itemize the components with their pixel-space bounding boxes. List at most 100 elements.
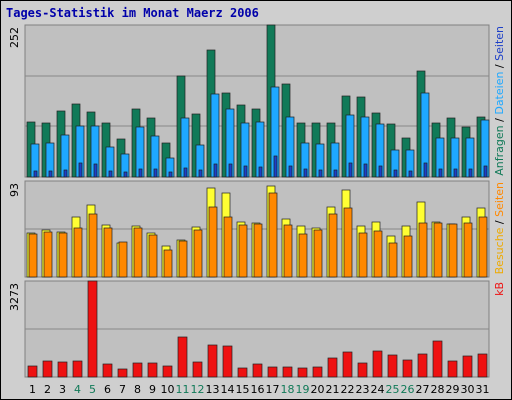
bar-seiten-day-30 bbox=[468, 168, 473, 178]
bar-seiten-day-15 bbox=[243, 165, 248, 178]
bar-kb-day-7 bbox=[117, 368, 128, 378]
bar-kb-day-25 bbox=[387, 354, 398, 378]
x-tick-label-20: 20 bbox=[311, 383, 325, 396]
legend-entry: / bbox=[493, 61, 506, 72]
bar-seiten-day-6 bbox=[108, 170, 113, 178]
y-max-label-middle: 93 bbox=[8, 183, 21, 197]
bar-kb-day-30 bbox=[462, 355, 473, 378]
bar-kb-day-8 bbox=[132, 362, 143, 378]
x-tick-label-31: 31 bbox=[476, 383, 490, 396]
bar-kb-day-17 bbox=[267, 366, 278, 378]
bar-kb-day-1 bbox=[27, 365, 38, 378]
x-tick-label-3: 3 bbox=[59, 383, 66, 396]
bar-seiten_orange-day-27 bbox=[418, 222, 428, 278]
bar-kb-day-5 bbox=[87, 280, 98, 378]
bar-seiten-day-14 bbox=[228, 163, 233, 178]
x-tick-label-26: 26 bbox=[401, 383, 415, 396]
bar-kb-day-2 bbox=[42, 360, 53, 378]
x-tick-label-8: 8 bbox=[134, 383, 141, 396]
x-tick-label-25: 25 bbox=[386, 383, 400, 396]
bar-seiten_orange-day-4 bbox=[73, 227, 83, 278]
bar-seiten_orange-day-24 bbox=[373, 230, 383, 278]
x-tick-label-28: 28 bbox=[431, 383, 445, 396]
bar-seiten-day-9 bbox=[153, 168, 158, 178]
bar-seiten_orange-day-11 bbox=[178, 240, 188, 278]
panel-top: 252 Anfragen / Dateien / Seiten bbox=[8, 24, 506, 178]
bar-seiten-day-19 bbox=[303, 168, 308, 178]
bar-seiten-day-31 bbox=[483, 165, 488, 178]
bar-seiten-day-21 bbox=[333, 169, 338, 178]
legend-bottom: kB bbox=[493, 282, 506, 296]
bar-kb-day-12 bbox=[192, 361, 203, 378]
bar-seiten-day-3 bbox=[63, 169, 68, 178]
series-dateien bbox=[30, 86, 490, 178]
legend-entry: Seiten bbox=[493, 26, 506, 61]
x-tick-label-22: 22 bbox=[341, 383, 355, 396]
x-tick-label-10: 10 bbox=[161, 383, 175, 396]
bar-kb-day-20 bbox=[312, 366, 323, 378]
bar-seiten_orange-day-17 bbox=[268, 192, 278, 278]
bar-kb-day-10 bbox=[162, 365, 173, 378]
bar-seiten_orange-day-15 bbox=[238, 224, 248, 278]
series-kb bbox=[27, 280, 488, 378]
bar-seiten-day-2 bbox=[48, 170, 53, 178]
bar-seiten-day-12 bbox=[198, 169, 203, 178]
bar-kb-day-26 bbox=[402, 359, 413, 378]
bar-seiten_orange-day-26 bbox=[403, 235, 413, 278]
bar-kb-day-3 bbox=[57, 361, 68, 378]
x-tick-label-4: 4 bbox=[74, 383, 81, 396]
bar-seiten-day-22 bbox=[348, 162, 353, 178]
bar-kb-day-23 bbox=[357, 362, 368, 378]
bar-seiten-day-5 bbox=[93, 163, 98, 178]
bar-seiten-day-4 bbox=[78, 162, 83, 178]
bar-seiten_orange-day-18 bbox=[283, 224, 293, 278]
bar-seiten_orange-day-16 bbox=[253, 223, 263, 278]
x-tick-label-16: 16 bbox=[251, 383, 265, 396]
bar-seiten-day-7 bbox=[123, 171, 128, 178]
panel-middle: 93 Besuche / Seiten bbox=[8, 180, 506, 278]
bar-kb-day-11 bbox=[177, 336, 188, 378]
bar-kb-day-21 bbox=[327, 357, 338, 378]
x-tick-label-23: 23 bbox=[356, 383, 370, 396]
bar-seiten_orange-day-14 bbox=[223, 216, 233, 278]
bar-kb-day-9 bbox=[147, 362, 158, 378]
bar-seiten_orange-day-22 bbox=[343, 207, 353, 278]
x-tick-label-27: 27 bbox=[416, 383, 430, 396]
x-tick-label-15: 15 bbox=[236, 383, 250, 396]
bar-seiten_orange-day-8 bbox=[133, 227, 143, 278]
bar-seiten-day-17 bbox=[273, 155, 278, 178]
bar-seiten-day-1 bbox=[33, 170, 38, 178]
x-tick-label-24: 24 bbox=[371, 383, 385, 396]
bar-seiten_orange-day-31 bbox=[478, 216, 488, 278]
bar-seiten-day-23 bbox=[363, 163, 368, 178]
bar-kb-day-31 bbox=[477, 353, 488, 378]
chart-panels: 252 Anfragen / Dateien / Seiten 93 Besuche … bbox=[8, 24, 506, 378]
chart-title: Tages-Statistik im Monat Maerz 2006 bbox=[6, 6, 259, 20]
bar-seiten-day-24 bbox=[378, 165, 383, 178]
bar-seiten_orange-day-19 bbox=[298, 233, 308, 278]
legend-entry: / bbox=[493, 217, 506, 228]
bar-seiten_orange-day-21 bbox=[328, 213, 338, 278]
bar-kb-day-18 bbox=[282, 366, 293, 378]
bar-seiten_orange-day-1 bbox=[28, 233, 38, 278]
bar-seiten-day-26 bbox=[408, 170, 413, 178]
bar-kb-day-16 bbox=[252, 363, 263, 378]
panel-bottom: 3273 kB bbox=[8, 280, 506, 378]
bar-kb-day-13 bbox=[207, 344, 218, 378]
x-tick-label-21: 21 bbox=[326, 383, 340, 396]
bar-seiten-day-13 bbox=[213, 163, 218, 178]
bar-seiten_orange-day-6 bbox=[103, 227, 113, 278]
x-tick-label-5: 5 bbox=[89, 383, 96, 396]
bar-seiten_orange-day-13 bbox=[208, 206, 218, 278]
bar-seiten-day-27 bbox=[423, 162, 428, 178]
x-tick-label-29: 29 bbox=[446, 383, 460, 396]
x-tick-label-13: 13 bbox=[206, 383, 220, 396]
bar-seiten-day-11 bbox=[183, 167, 188, 178]
bar-kb-day-29 bbox=[447, 360, 458, 378]
bar-seiten-day-18 bbox=[288, 165, 293, 178]
bar-seiten_orange-day-3 bbox=[58, 232, 68, 278]
bar-seiten_orange-day-12 bbox=[193, 229, 203, 278]
y-max-label-top: 252 bbox=[8, 27, 21, 48]
bar-kb-day-19 bbox=[297, 367, 308, 378]
